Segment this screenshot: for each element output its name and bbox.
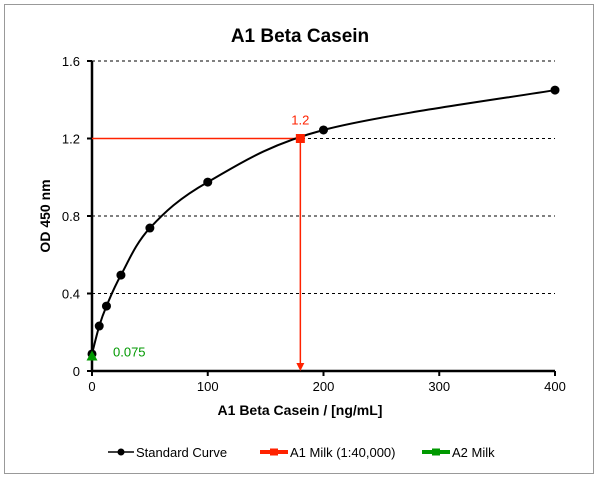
x-tick-label: 200 — [313, 379, 335, 394]
standard-curve-point — [203, 177, 213, 187]
x-axis-label: A1 Beta Casein / [ng/mL] — [218, 402, 383, 418]
standard-curve-point — [101, 301, 111, 311]
standard-curve-point — [319, 125, 328, 135]
x-tick-label: 0 — [88, 379, 95, 394]
chart-title: A1 Beta Casein — [231, 26, 369, 47]
a2-milk-point — [86, 350, 98, 361]
a2-value-label: 0.075 — [113, 344, 146, 359]
a1-milk-point — [295, 134, 305, 143]
y-tick-label: 1.6 — [62, 54, 80, 69]
legend-marker — [270, 448, 278, 456]
standard-curve-point — [145, 223, 155, 233]
x-tick-label: 300 — [428, 379, 450, 394]
x-tick-label: 100 — [197, 379, 219, 394]
standard-curve-point — [94, 321, 104, 331]
a1-value-label: 1.2 — [291, 113, 309, 128]
standard-curve-point — [550, 85, 560, 95]
chart-frame — [4, 4, 594, 474]
legend-label: A1 Milk (1:40,000) — [290, 445, 396, 460]
y-axis-label: OD 450 nm — [37, 179, 53, 252]
legend-marker — [432, 448, 440, 456]
y-tick-label: 0 — [73, 364, 80, 379]
y-tick-label: 0.8 — [62, 209, 80, 224]
legend-label: A2 Milk — [452, 445, 495, 460]
y-tick-label: 1.2 — [62, 132, 80, 147]
legend-marker-standard-curve — [117, 448, 125, 456]
standard-curve-point — [116, 270, 126, 280]
legend-label: Standard Curve — [136, 445, 227, 460]
y-tick-label: 0.4 — [62, 287, 80, 302]
x-tick-label: 400 — [544, 379, 566, 394]
arrow-down-icon — [296, 363, 305, 371]
